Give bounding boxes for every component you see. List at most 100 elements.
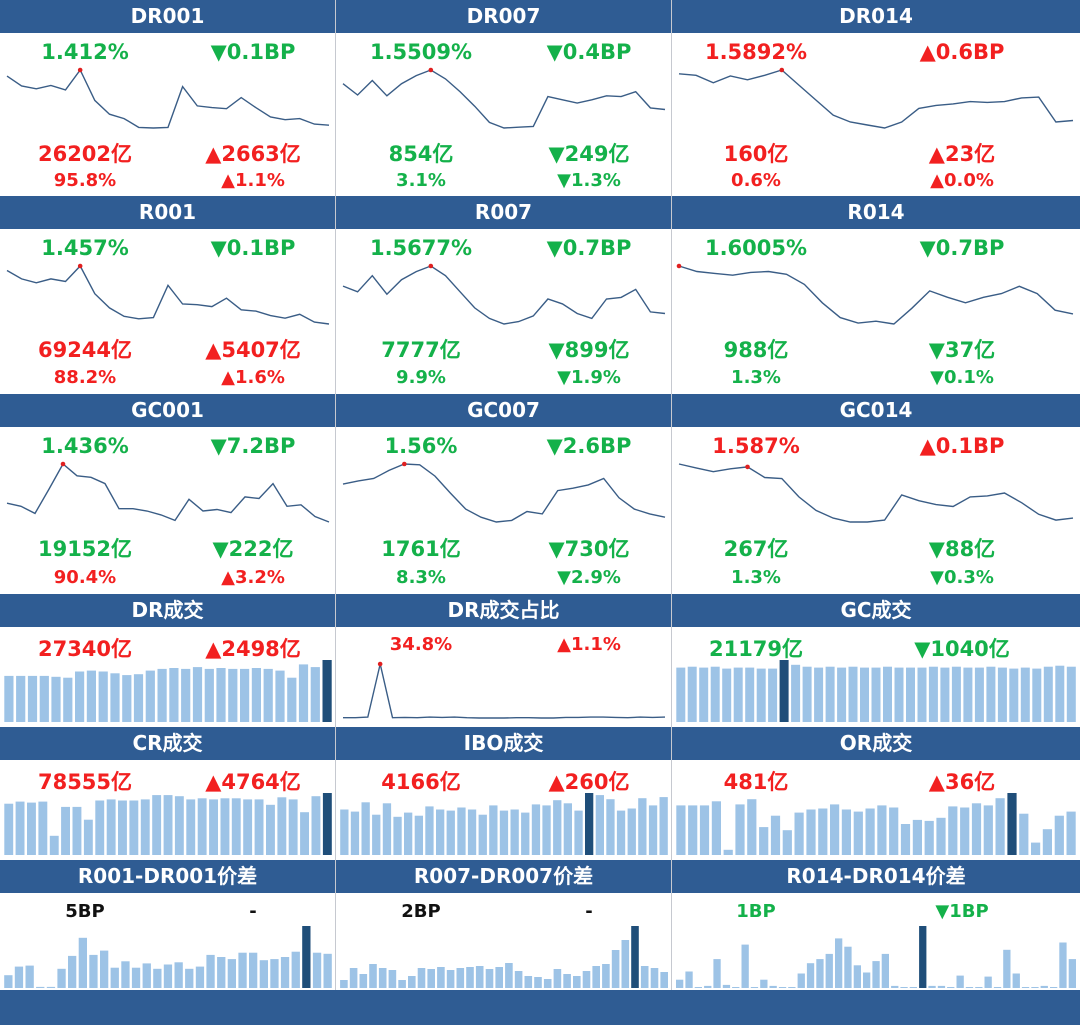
share-change: ▼1.9%: [557, 367, 621, 388]
bar: [349, 968, 358, 988]
down-arrow-icon: ▼: [548, 338, 565, 362]
bar: [814, 667, 824, 722]
bar: [704, 985, 712, 988]
bar: [437, 967, 445, 988]
bar: [1003, 949, 1011, 988]
bar: [660, 972, 668, 988]
bar: [382, 803, 392, 855]
volume-value: 69244亿: [37, 338, 133, 362]
bar: [779, 660, 789, 722]
bar: [231, 798, 241, 855]
bar: [122, 675, 132, 722]
bar: [1012, 973, 1020, 988]
volume-change: ▲5407亿: [205, 338, 301, 362]
panel-title: GC成交: [672, 594, 1080, 628]
bar: [844, 946, 852, 988]
bar: [288, 799, 298, 855]
bar: [993, 987, 1002, 988]
bar: [606, 799, 615, 855]
turnover-bar-chart: [340, 793, 668, 855]
down-arrow-icon: ▼: [928, 537, 945, 561]
rate-trend-chart: [6, 67, 330, 129]
rate-value: 1.412%: [41, 40, 129, 64]
rate-change: ▼0.7BP: [546, 236, 632, 260]
bar: [163, 964, 173, 988]
bar: [848, 666, 858, 722]
rate-trend-chart: [676, 263, 1074, 325]
bar: [984, 976, 992, 988]
bar: [553, 800, 562, 855]
bar: [270, 959, 279, 988]
rate-value: 1.5509%: [369, 40, 473, 64]
bar: [414, 815, 423, 855]
turnover-change: ▼1040亿: [914, 637, 1010, 661]
bar: [602, 964, 610, 988]
volume-change: ▼88亿: [928, 537, 996, 561]
bar: [963, 667, 973, 722]
down-arrow-icon: ▼: [210, 434, 227, 458]
panel-dr-share: DR成交占比 34.8% ▲1.1%: [336, 594, 672, 727]
volume-change: ▼222亿: [212, 537, 294, 561]
bar: [404, 812, 413, 855]
bar: [900, 824, 911, 855]
down-arrow-icon: ▼: [210, 236, 227, 260]
bar: [872, 961, 880, 988]
turnover-change: ▲36亿: [928, 770, 996, 794]
share-value: 88.2%: [53, 367, 117, 388]
bar: [553, 969, 562, 988]
bar: [266, 804, 275, 855]
bar: [499, 810, 509, 855]
bar: [83, 819, 93, 855]
bar: [853, 965, 861, 988]
bar: [806, 963, 815, 988]
peak-marker: [60, 461, 66, 467]
bar: [1021, 987, 1030, 988]
volume-value: 267亿: [723, 537, 789, 561]
rate-value: 1.436%: [41, 434, 129, 458]
bar: [659, 797, 668, 855]
panel-dr014: DR014 1.5892% ▲0.6BP 160亿 ▲23亿 0.6% ▲0.0…: [672, 0, 1080, 196]
bar: [947, 987, 955, 988]
bar: [217, 957, 226, 988]
rate-line: [6, 462, 330, 523]
share-value: 95.8%: [53, 170, 117, 191]
rate-line: [342, 265, 666, 325]
bar: [1068, 959, 1076, 988]
up-arrow-icon: ▲: [221, 367, 235, 388]
bar: [277, 797, 287, 855]
bar: [181, 668, 191, 722]
bar: [860, 667, 869, 722]
volume-value: 7777亿: [381, 338, 461, 362]
bar: [747, 799, 757, 855]
bar: [965, 987, 974, 988]
bar: [574, 810, 583, 855]
rate-change: ▼0.4BP: [546, 40, 632, 64]
bar: [853, 811, 863, 855]
bar: [163, 795, 173, 855]
share-change: ▲1.6%: [221, 367, 285, 388]
bar: [216, 668, 226, 722]
bar: [713, 959, 721, 988]
volume-value: 1761亿: [381, 537, 461, 561]
down-arrow-icon: ▼: [557, 367, 571, 388]
bar: [818, 808, 828, 855]
volume-change: ▼730亿: [548, 537, 630, 561]
bar: [778, 987, 787, 988]
bar: [794, 812, 804, 855]
panel-title: DR001: [0, 0, 335, 34]
share-change: ▼0.1%: [930, 367, 994, 388]
bar: [543, 979, 552, 988]
panel-title: CR成交: [0, 727, 335, 761]
bar: [186, 799, 196, 855]
bar: [350, 811, 360, 855]
bar: [322, 793, 332, 855]
volume-change: ▼37亿: [928, 338, 996, 362]
bar: [388, 970, 397, 988]
spread-bar-chart: [4, 926, 332, 988]
bar: [49, 835, 59, 855]
down-arrow-icon: ▼: [557, 567, 571, 588]
bar: [100, 950, 109, 988]
turnover-change: ▲260亿: [548, 770, 630, 794]
volume-value: 26202亿: [37, 142, 133, 166]
bar: [195, 966, 205, 988]
